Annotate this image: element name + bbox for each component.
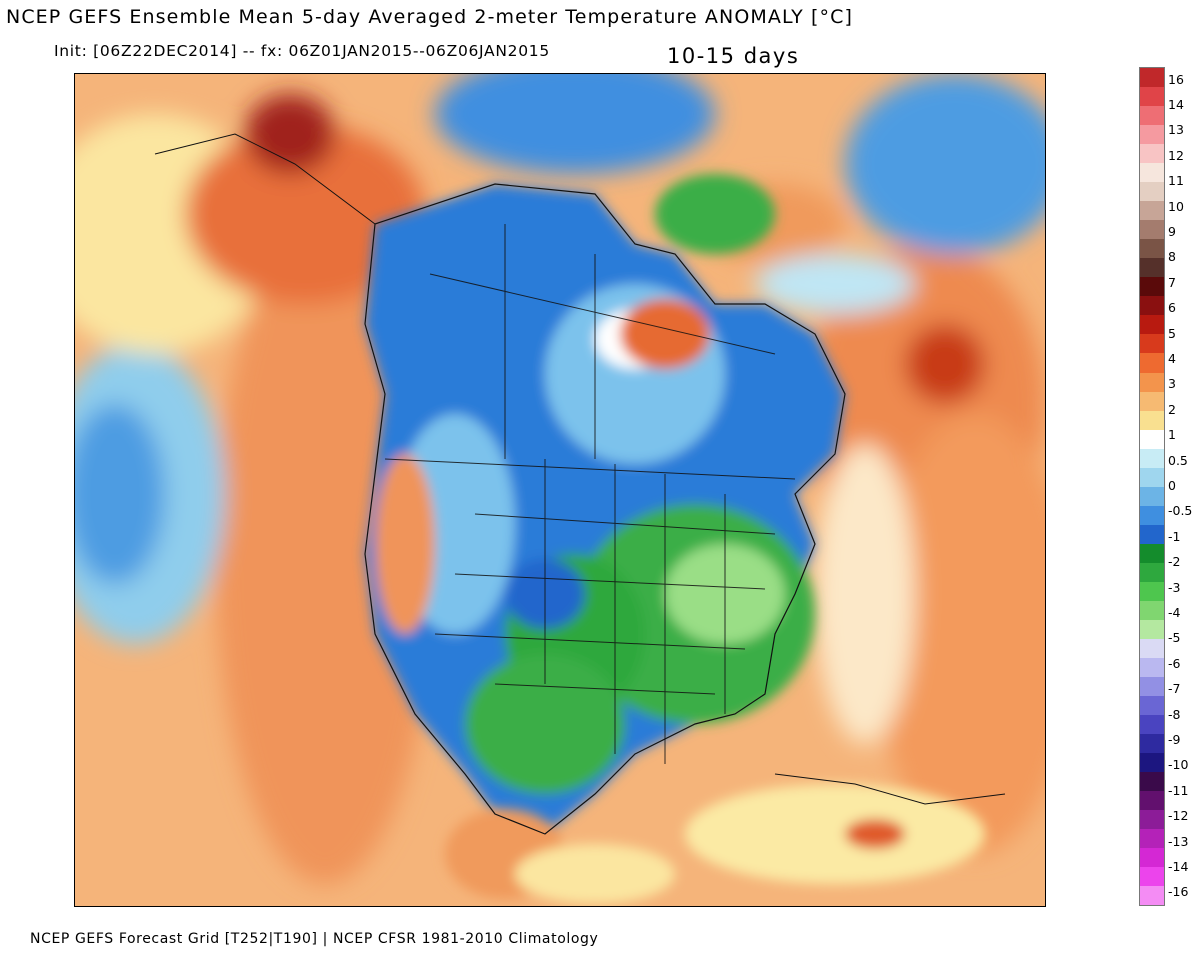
- colorbar-swatch: [1140, 486, 1164, 506]
- caribbean-islands-outline: [774, 773, 1006, 805]
- colorbar-swatch: [1140, 696, 1164, 716]
- colorbar-swatch: [1140, 106, 1164, 126]
- colorbar-label: -5: [1168, 630, 1181, 646]
- colorbar-label: -9: [1168, 731, 1181, 747]
- colorbar-label: 0: [1168, 478, 1176, 493]
- colorbar: [1139, 67, 1165, 907]
- colorbar-label: 3: [1168, 376, 1176, 392]
- colorbar-swatch: [1140, 619, 1164, 639]
- colorbar-label: 13: [1168, 122, 1184, 138]
- alaska-coastline: [154, 133, 376, 225]
- colorbar-swatch: [1140, 182, 1164, 202]
- colorbar-label: -4: [1168, 604, 1181, 620]
- colorbar-swatch: [1140, 372, 1164, 392]
- hudson-bay-warm: [620, 299, 710, 369]
- colorbar-label: 1: [1168, 427, 1176, 443]
- pacific-warm-band: [215, 224, 435, 884]
- colorbar-swatch: [1140, 657, 1164, 677]
- colorbar-label: -13: [1168, 833, 1189, 849]
- colorbar-swatch: [1140, 391, 1164, 411]
- colorbar-label: -3: [1168, 579, 1181, 595]
- colorbar-label: 0.5: [1168, 452, 1188, 468]
- colorbar-swatch: [1140, 239, 1164, 259]
- colorbar-swatch: [1140, 715, 1164, 735]
- colorbar-label: -8: [1168, 706, 1181, 722]
- colorbar-swatch: [1140, 753, 1164, 773]
- colorbar-swatch: [1140, 296, 1164, 316]
- colorbar-swatch: [1140, 600, 1164, 620]
- colorbar-swatch: [1140, 163, 1164, 183]
- colorbar-swatch: [1140, 562, 1164, 582]
- colorbar-swatch: [1140, 505, 1164, 525]
- colorbar-label: -10: [1168, 757, 1189, 773]
- colorbar-swatch: [1140, 220, 1164, 240]
- colorbar-label: -1: [1168, 528, 1181, 544]
- forecast-period-label: 10-15 days: [667, 44, 800, 68]
- colorbar-swatch: [1140, 772, 1164, 792]
- data-source-footer: NCEP GEFS Forecast Grid [T252|T190] | NC…: [30, 931, 599, 947]
- colorbar-swatch: [1140, 867, 1164, 887]
- colorbar-swatch: [1140, 638, 1164, 658]
- political-borders: [384, 224, 796, 764]
- colorbar-swatch: [1140, 315, 1164, 335]
- colorbar-label: -16: [1168, 884, 1189, 900]
- colorbar-label: 4: [1168, 351, 1176, 367]
- colorbar-swatch: [1140, 543, 1164, 563]
- colorbar-swatch: [1140, 68, 1164, 88]
- colorbar-label: 5: [1168, 325, 1176, 341]
- colorbar-label: -2: [1168, 554, 1181, 570]
- colorbar-swatch: [1140, 258, 1164, 278]
- colorbar-label: 10: [1168, 198, 1184, 214]
- colorbar-swatch: [1140, 353, 1164, 373]
- chart-title: NCEP GEFS Ensemble Mean 5-day Averaged 2…: [6, 6, 853, 28]
- colorbar-swatch: [1140, 125, 1164, 145]
- colorbar-swatch: [1140, 410, 1164, 430]
- colorbar-label: 12: [1168, 147, 1184, 163]
- colorbar-label: 6: [1168, 300, 1176, 316]
- colorbar-swatch: [1140, 277, 1164, 297]
- alaska-warm: [185, 124, 425, 304]
- colorbar-swatch: [1140, 581, 1164, 601]
- init-forecast-line: Init: [06Z22DEC2014] -- fx: 06Z01JAN2015…: [54, 42, 550, 60]
- colorbar-label: 8: [1168, 249, 1176, 265]
- colorbar-swatch: [1140, 87, 1164, 107]
- colorbar-swatch: [1140, 848, 1164, 868]
- colorbar-swatch: [1140, 334, 1164, 354]
- colorbar-label: -0.5: [1168, 503, 1193, 519]
- colorbar-swatch: [1140, 429, 1164, 449]
- colorbar-label: -6: [1168, 655, 1181, 671]
- colorbar-label: -11: [1168, 782, 1189, 798]
- coastline-outline: [364, 183, 846, 835]
- colorbar-label: 11: [1168, 173, 1184, 189]
- colorbar-swatch: [1140, 791, 1164, 811]
- colorbar-swatch: [1140, 810, 1164, 830]
- anomaly-map: [74, 73, 1046, 907]
- colorbar-label: 14: [1168, 97, 1184, 113]
- colorbar-swatch: [1140, 448, 1164, 468]
- colorbar-label: 16: [1168, 71, 1184, 87]
- colorbar-label: 2: [1168, 401, 1176, 417]
- colorbar-swatch: [1140, 201, 1164, 221]
- colorbar-swatch: [1140, 829, 1164, 849]
- colorbar-label: -12: [1168, 808, 1189, 824]
- colorbar-swatch: [1140, 886, 1164, 906]
- greenland-cool: [845, 74, 1045, 254]
- colorbar-swatch: [1140, 734, 1164, 754]
- colorbar-label: -7: [1168, 681, 1181, 697]
- colorbar-swatch: [1140, 677, 1164, 697]
- north-america-anomaly-map: [75, 74, 1045, 906]
- colorbar-label: -14: [1168, 858, 1189, 874]
- colorbar-label: 7: [1168, 274, 1176, 290]
- colorbar-swatch: [1140, 524, 1164, 544]
- colorbar-label: 9: [1168, 224, 1176, 240]
- colorbar-swatch: [1140, 144, 1164, 164]
- colorbar-swatch: [1140, 467, 1164, 487]
